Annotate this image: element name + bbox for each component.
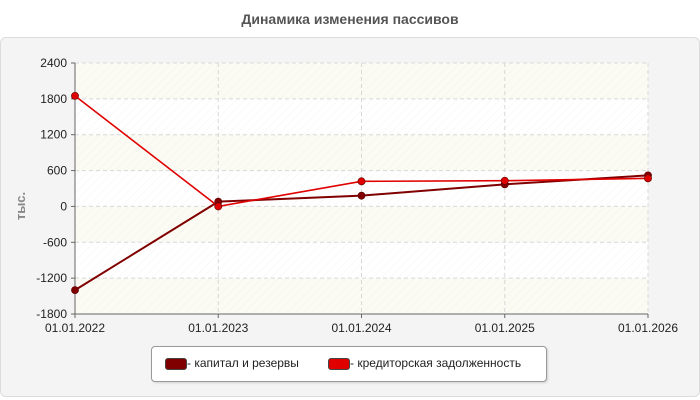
series-0-point <box>71 286 79 294</box>
y-tick-label: 0 <box>60 199 67 213</box>
chart-title: Динамика изменения пассивов <box>241 11 459 27</box>
x-tick-label: 01.01.2025 <box>475 321 535 335</box>
y-tick-label: 600 <box>47 164 67 178</box>
x-tick-label: 01.01.2023 <box>188 321 248 335</box>
series-1-point <box>644 174 652 183</box>
chart-svg: 2400 1800 1200 600 0 -600 -1200 -180001.01.2022… <box>13 56 678 335</box>
tick-labels: 2400 1800 1200 600 0 -600 -1200 -180001.01.2022… <box>36 56 678 335</box>
legend-item-capital[interactable]: - капитал и резервы <box>165 356 325 372</box>
y-tick-label: -1800 <box>36 307 67 321</box>
series-1-point <box>357 177 366 186</box>
series-1-point <box>214 202 223 211</box>
legend-swatch-capital <box>165 358 187 370</box>
plot-hatch <box>75 63 648 314</box>
chart-panel: 2400 1800 1200 600 0 -600 -1200 -1800 01.01.2022… <box>0 37 700 397</box>
x-tick-label: 01.01.2026 <box>618 321 678 335</box>
legend: - капитал и резервы - кредиторская задол… <box>151 346 547 382</box>
series-1-point <box>500 176 509 185</box>
y-tick-label: 2400 <box>40 56 67 70</box>
legend-label-payables: - кредиторская задолженность <box>350 356 522 370</box>
y-tick-label: 1800 <box>40 92 67 106</box>
legend-swatch-payables <box>328 358 350 370</box>
x-tick-label: 01.01.2022 <box>45 321 105 335</box>
legend-label-capital: - капитал и резервы <box>187 356 299 370</box>
series-1-point <box>71 91 79 100</box>
y-tick-label: -600 <box>43 235 67 249</box>
y-tick-label: 1200 <box>40 128 67 142</box>
series-0-point <box>357 191 366 200</box>
y-tick-label: -1200 <box>36 271 67 285</box>
series-layer <box>71 91 652 294</box>
legend-item-payables[interactable]: - кредиторская задолженность <box>328 356 543 372</box>
y-axis-label: тыс. <box>13 192 28 220</box>
x-tick-label: 01.01.2024 <box>331 321 391 335</box>
